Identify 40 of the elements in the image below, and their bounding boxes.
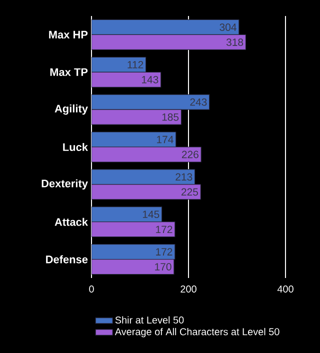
y-tick-label: Defense: [46, 255, 88, 264]
bar: [92, 222, 176, 238]
data-label: 174: [157, 136, 174, 144]
data-label: 213: [176, 173, 192, 181]
data-label: 170: [155, 263, 172, 270]
bar: [92, 184, 201, 200]
y-tick-label: Max HP: [49, 30, 88, 39]
data-label: 304: [220, 24, 236, 31]
bar: [92, 109, 182, 125]
x-tick-label: 0: [89, 286, 94, 293]
legend-label: Shir at Level 50: [115, 316, 184, 324]
data-label: 172: [156, 226, 172, 234]
bar: [92, 72, 162, 88]
bar: [92, 146, 202, 162]
x-tick-label: 400: [277, 286, 294, 293]
data-label: 318: [226, 38, 244, 46]
bar: [92, 206, 162, 222]
y-tick-label: Luck: [63, 142, 88, 152]
bar: [92, 94, 210, 110]
data-label: 172: [156, 248, 172, 256]
data-label: 145: [142, 210, 160, 218]
legend-label: Average of All Characters at Level 50: [114, 328, 280, 338]
y-tick-label: Dexterity: [42, 179, 88, 190]
bar: [92, 34, 246, 50]
data-label: 112: [128, 61, 144, 68]
data-label: 185: [162, 113, 179, 121]
data-label: 226: [182, 150, 198, 158]
bar: [92, 258, 174, 275]
x-tick-label: 200: [180, 286, 196, 293]
y-tick-label: Max TP: [50, 68, 88, 76]
y-tick-label: Agility: [54, 104, 88, 115]
bar: [92, 244, 176, 260]
data-label: 225: [182, 188, 198, 196]
bar: [92, 19, 240, 36]
bar: [92, 56, 146, 72]
bar: [92, 132, 176, 148]
data-label: 243: [190, 98, 207, 106]
data-label: 143: [142, 76, 158, 84]
y-tick-label: Attack: [54, 218, 88, 226]
bar: [92, 169, 196, 185]
